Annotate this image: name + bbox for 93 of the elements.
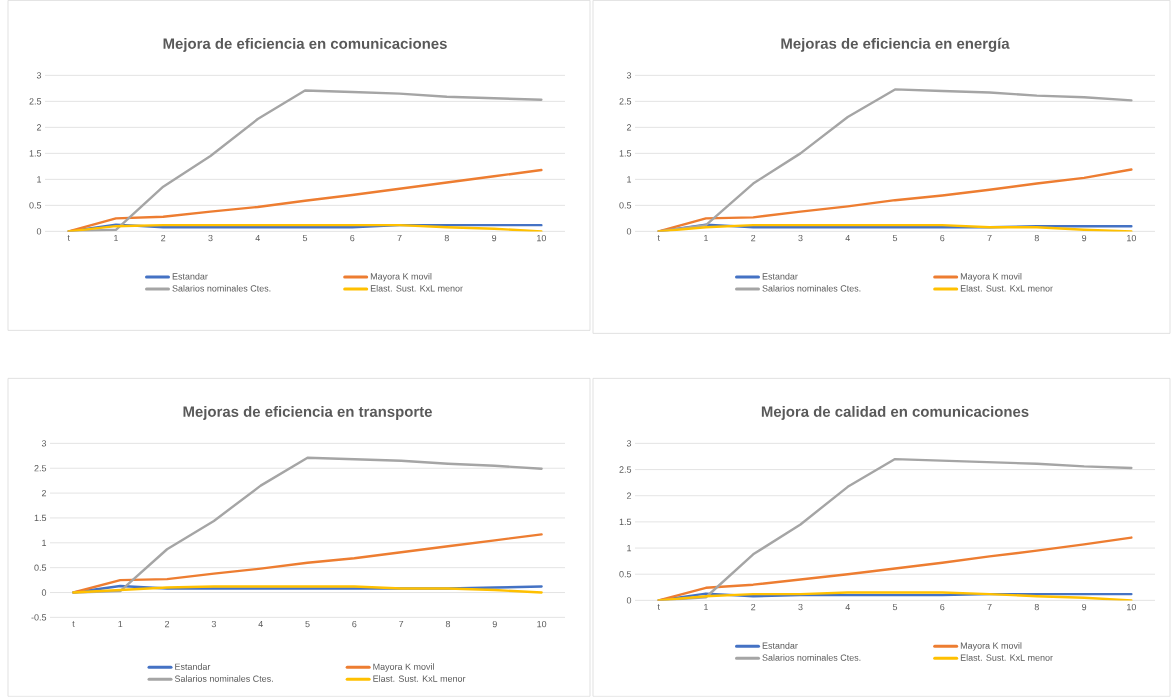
x-tick-label: t: [72, 621, 75, 627]
legend-label: Salarios nominales Ctes.: [762, 654, 861, 661]
legend-label: Estandar: [172, 273, 208, 280]
x-tick-label: 6: [352, 621, 357, 628]
y-tick-label: 0.5: [619, 202, 632, 209]
x-tick-label: 4: [255, 235, 260, 242]
legend-label: Mayora K movil: [370, 273, 432, 282]
x-tick-label: 7: [987, 235, 992, 242]
x-tick-label: 6: [350, 235, 355, 242]
y-tick-label: 1: [37, 176, 42, 183]
x-tick-label: 1: [704, 604, 708, 611]
y-tick-label: 1: [627, 176, 632, 183]
x-tick-label: 7: [397, 235, 402, 242]
x-tick-label: 10: [537, 235, 547, 242]
y-tick-label: 2.5: [619, 466, 632, 473]
y-tick-label: 2.5: [29, 98, 42, 105]
legend-label: Estandar: [762, 273, 798, 280]
x-tick-label: 1: [704, 235, 708, 242]
legend-label: Salarios nominales Ctes.: [172, 285, 271, 292]
x-tick-label: 3: [798, 235, 803, 242]
x-tick-label: 9: [1082, 235, 1087, 242]
x-tick-label: 6: [940, 604, 945, 611]
y-tick-label: 2: [626, 492, 632, 499]
x-tick-label: 10: [1127, 604, 1137, 611]
y-tick-label: 3: [41, 440, 47, 447]
x-tick-label: 5: [892, 235, 898, 242]
x-tick-label: 2: [751, 604, 756, 611]
x-tick-label: 9: [492, 621, 497, 628]
chart-title: Mejoras de eficiencia en transporte: [183, 406, 432, 420]
y-tick-label: 2.5: [34, 465, 47, 472]
x-tick-label: 5: [302, 235, 308, 242]
x-tick-label: 2: [165, 621, 170, 628]
legend-label: Elast. Sust. KxL menor: [960, 654, 1053, 661]
y-tick-label: -0.5: [31, 614, 47, 621]
x-tick-label: 4: [258, 621, 263, 628]
x-tick-label: t: [657, 604, 660, 610]
legend-label: Elast. Sust. KxL menor: [373, 675, 466, 682]
x-tick-label: 9: [492, 235, 497, 242]
x-tick-label: 1: [118, 621, 123, 628]
y-tick-label: 2: [626, 124, 632, 131]
x-tick-label: 8: [1034, 604, 1039, 611]
x-tick-label: 4: [845, 604, 850, 611]
x-tick-label: 7: [987, 604, 992, 611]
y-tick-label: 0.5: [34, 564, 47, 571]
y-tick-label: 2: [41, 490, 47, 497]
chart-title: Mejoras de eficiencia en energía: [781, 37, 1010, 52]
y-tick-label: 1.5: [34, 514, 47, 522]
x-tick-label: 3: [211, 621, 216, 628]
x-tick-label: 3: [208, 235, 213, 242]
x-tick-label: t: [657, 235, 660, 241]
legend-label: Mayora K movil: [960, 642, 1022, 651]
y-tick-label: 1: [42, 539, 47, 546]
x-tick-label: 7: [399, 621, 404, 628]
legend-label: Mayora K movil: [960, 273, 1022, 282]
legend-label: Estandar: [762, 642, 798, 649]
x-tick-label: t: [67, 235, 70, 241]
chart-title: Mejora de calidad en comunicaciones: [761, 406, 1029, 420]
x-tick-label: 10: [537, 621, 547, 628]
y-tick-label: 1.5: [29, 150, 42, 157]
y-tick-label: 2: [36, 124, 42, 131]
chart-title: Mejora de eficiencia en comunicaciones: [163, 38, 447, 52]
y-tick-label: 0: [626, 228, 632, 235]
x-tick-label: 8: [444, 235, 449, 242]
x-tick-label: 3: [798, 604, 803, 611]
y-tick-label: 3: [626, 440, 632, 447]
y-tick-label: 1: [627, 545, 632, 552]
y-tick-label: 0: [626, 597, 632, 604]
x-tick-label: 2: [751, 235, 756, 242]
x-tick-label: 8: [445, 621, 451, 628]
x-tick-label: 9: [1082, 604, 1087, 611]
x-tick-label: 10: [1127, 235, 1137, 242]
legend-label: Elast. Sust. KxL menor: [960, 285, 1053, 292]
legend-label: Salarios nominales Ctes.: [174, 675, 273, 682]
x-tick-label: 8: [1034, 235, 1039, 242]
y-tick-label: 1.5: [619, 518, 632, 526]
y-tick-label: 3: [626, 72, 632, 79]
y-tick-label: 3: [36, 72, 42, 79]
y-tick-label: 2.5: [619, 98, 632, 105]
legend-label: Elast. Sust. KxL menor: [370, 285, 463, 292]
y-tick-label: 0: [36, 228, 42, 235]
y-tick-label: 0: [41, 589, 47, 596]
y-tick-label: 0.5: [619, 571, 632, 578]
legend-label: Salarios nominales Ctes.: [762, 285, 861, 292]
y-tick-label: 0.5: [29, 202, 42, 209]
legend-label: Estandar: [175, 663, 211, 671]
legend-label: Mayora K movil: [373, 663, 434, 672]
x-tick-label: 5: [892, 604, 898, 611]
x-tick-label: 4: [845, 235, 850, 242]
x-tick-label: 2: [161, 235, 166, 242]
y-tick-label: 1.5: [619, 150, 632, 157]
x-tick-label: 1: [114, 235, 118, 242]
x-tick-label: 6: [940, 235, 945, 242]
x-tick-label: 5: [305, 621, 310, 628]
